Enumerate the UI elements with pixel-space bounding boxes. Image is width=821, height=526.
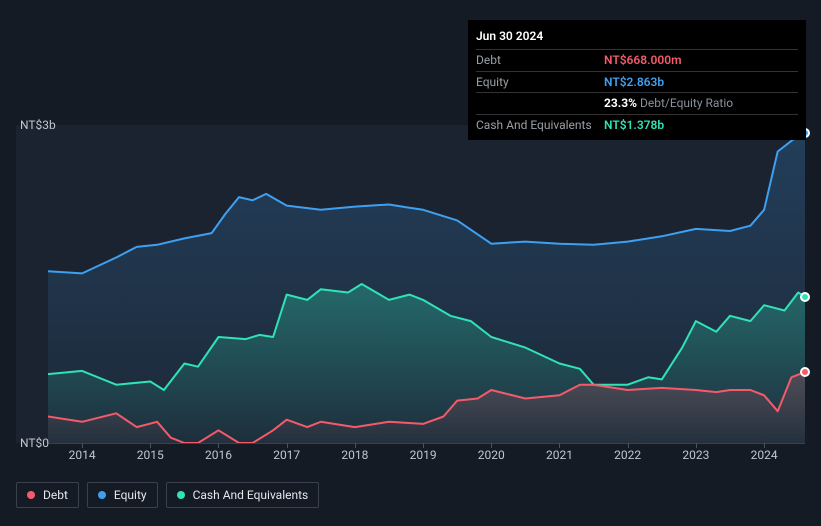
x-tick-label: 2016 bbox=[205, 448, 232, 462]
cash-color-dot bbox=[177, 491, 185, 499]
debt-color-dot bbox=[27, 491, 35, 499]
chart-plot-area[interactable] bbox=[16, 125, 805, 443]
x-tick-label: 2019 bbox=[410, 448, 437, 462]
y-tick-label: NT$3b bbox=[20, 118, 56, 132]
x-axis-line bbox=[48, 443, 805, 444]
x-axis-labels: 2014 2015 2016 2017 2018 2019 2020 2021 2022 2023… bbox=[48, 448, 805, 466]
legend-debt-label: Debt bbox=[43, 488, 68, 502]
x-tick-label: 2015 bbox=[137, 448, 164, 462]
x-tick bbox=[491, 443, 492, 448]
tooltip-debt-value: NT$668.000m bbox=[604, 49, 798, 71]
x-tick-label: 2014 bbox=[69, 448, 96, 462]
tooltip-cash-label: Cash And Equivalents bbox=[476, 115, 604, 136]
chart-tooltip: Jun 30 2024 Debt NT$668.000m Equity NT$2… bbox=[468, 20, 806, 140]
x-tick-label: 2022 bbox=[614, 448, 641, 462]
y-tick-label: NT$0 bbox=[20, 436, 49, 450]
x-tick-label: 2018 bbox=[341, 448, 368, 462]
tooltip-equity-label: Equity bbox=[476, 71, 604, 93]
tooltip-equity-value: NT$2.863b bbox=[604, 71, 798, 93]
marker-cash bbox=[800, 292, 810, 302]
x-tick-label: 2021 bbox=[546, 448, 573, 462]
tooltip-debt-label: Debt bbox=[476, 49, 604, 71]
tooltip-cash-value: NT$1.378b bbox=[604, 115, 798, 136]
tooltip-date: Jun 30 2024 bbox=[476, 26, 798, 49]
chart-legend: Debt Equity Cash And Equivalents bbox=[16, 482, 319, 508]
x-tick bbox=[628, 443, 629, 448]
x-tick bbox=[696, 443, 697, 448]
x-tick-label: 2017 bbox=[273, 448, 300, 462]
x-tick bbox=[82, 443, 83, 448]
tooltip-ratio-suffix: Debt/Equity Ratio bbox=[640, 96, 733, 110]
chart-svg bbox=[48, 125, 805, 443]
x-tick-label: 2020 bbox=[478, 448, 505, 462]
legend-cash-label: Cash And Equivalents bbox=[193, 488, 309, 502]
marker-debt bbox=[800, 367, 810, 377]
x-tick bbox=[218, 443, 219, 448]
tooltip-table: Debt NT$668.000m Equity NT$2.863b 23.3% … bbox=[476, 49, 798, 136]
tooltip-ratio-pct: 23.3% bbox=[604, 96, 637, 110]
x-tick bbox=[150, 443, 151, 448]
x-tick-label: 2023 bbox=[682, 448, 709, 462]
x-tick bbox=[559, 443, 560, 448]
tooltip-ratio-value: 23.3% Debt/Equity Ratio bbox=[604, 93, 798, 115]
x-tick-label: 2024 bbox=[751, 448, 778, 462]
legend-item-cash[interactable]: Cash And Equivalents bbox=[166, 482, 320, 508]
equity-color-dot bbox=[98, 491, 106, 499]
legend-equity-label: Equity bbox=[114, 488, 147, 502]
x-tick bbox=[287, 443, 288, 448]
tooltip-ratio-label bbox=[476, 93, 604, 115]
legend-item-equity[interactable]: Equity bbox=[87, 482, 158, 508]
x-tick bbox=[355, 443, 356, 448]
legend-item-debt[interactable]: Debt bbox=[16, 482, 79, 508]
x-tick bbox=[764, 443, 765, 448]
x-tick bbox=[423, 443, 424, 448]
